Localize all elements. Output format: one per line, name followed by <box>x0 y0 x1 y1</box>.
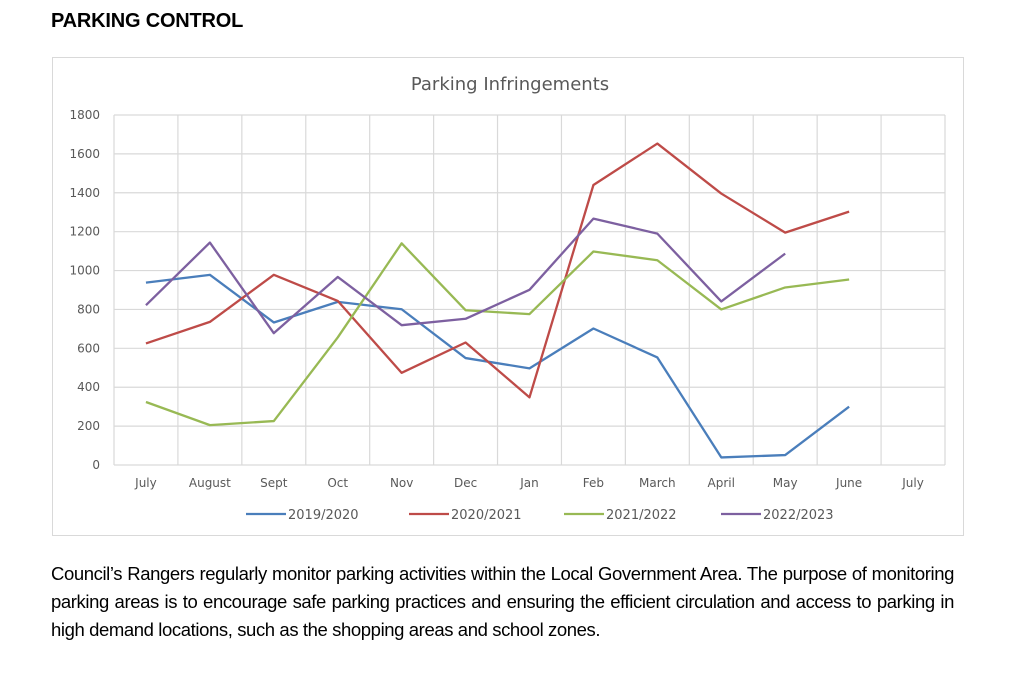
chart-container: Parking Infringements 0 200 400 600 800 1000 1… <box>52 57 964 536</box>
x-tick-label: July <box>901 476 924 490</box>
legend-label: 2019/2020 <box>288 508 359 523</box>
x-tick-label: Dec <box>454 476 477 490</box>
y-tick-label: 1000 <box>69 264 100 278</box>
x-tick-label: Jan <box>519 476 539 490</box>
series-line-2019-2020 <box>145 273 850 459</box>
x-tick-label: Feb <box>583 476 604 490</box>
x-tick-label: March <box>639 476 676 490</box>
x-tick-label: Oct <box>327 476 348 490</box>
legend-label: 2020/2021 <box>451 508 522 523</box>
y-tick-label: 600 <box>77 341 100 355</box>
legend-label: 2021/2022 <box>606 508 677 523</box>
chart-title: Parking Infringements <box>411 74 609 95</box>
x-tick-label: Sept <box>260 476 288 490</box>
y-tick-label: 800 <box>77 302 100 316</box>
line-chart: Parking Infringements 0 200 400 600 800 1000 1… <box>69 74 946 523</box>
x-tick-label: July <box>134 476 157 490</box>
legend: 2019/2020 2020/2021 2021/2022 2022/2023 <box>246 508 834 523</box>
x-tick-label: August <box>189 476 231 490</box>
legend-label: 2022/2023 <box>763 508 834 523</box>
y-axis-ticks: 0 200 400 600 800 1000 1200 1400 1600 1800 <box>69 108 100 472</box>
x-tick-label: May <box>773 476 798 490</box>
y-tick-label: 1400 <box>69 186 100 200</box>
y-tick-label: 400 <box>77 380 100 394</box>
page-heading: PARKING CONTROL <box>51 10 244 32</box>
x-tick-label: June <box>835 476 862 490</box>
y-tick-label: 0 <box>92 458 100 472</box>
y-tick-label: 200 <box>77 419 100 433</box>
y-tick-label: 1200 <box>69 225 100 239</box>
x-axis-ticks: July August Sept Oct Nov Dec Jan Feb March April M… <box>134 476 924 490</box>
description-paragraph: Council’s Rangers regularly monitor park… <box>51 563 954 640</box>
series-line-2021-2022 <box>145 242 850 427</box>
x-tick-label: Nov <box>390 476 413 490</box>
series-line-2020-2021 <box>145 142 850 399</box>
x-tick-label: April <box>708 476 735 490</box>
series-layer <box>145 142 850 459</box>
y-tick-label: 1600 <box>69 147 100 161</box>
y-tick-label: 1800 <box>69 108 100 122</box>
